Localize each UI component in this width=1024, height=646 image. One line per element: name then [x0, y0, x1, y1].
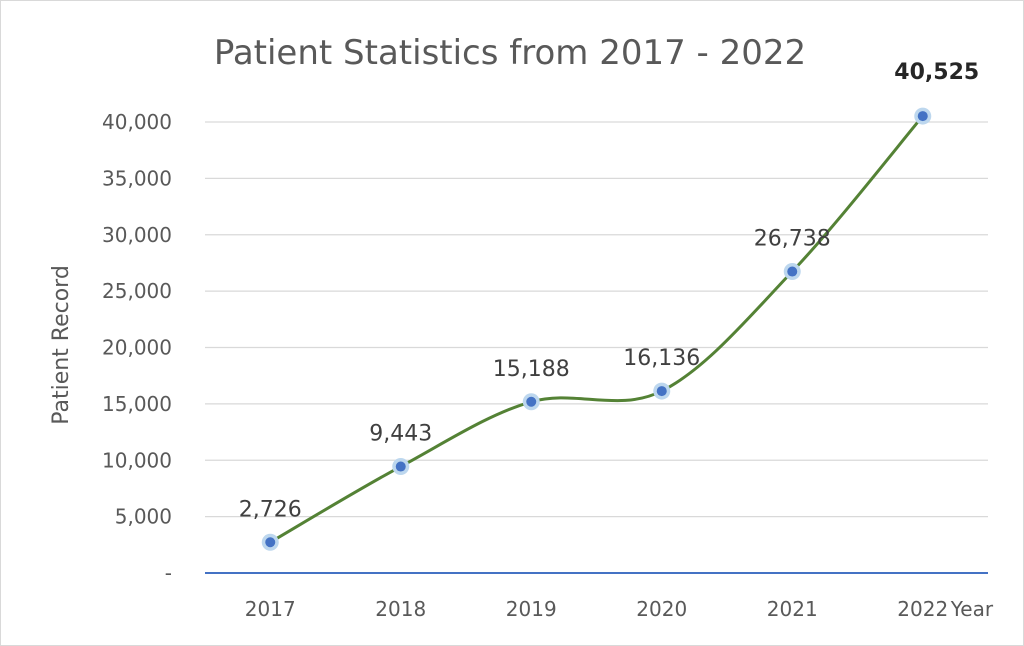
- data-point: [395, 461, 406, 472]
- chart-title: Patient Statistics from 2017 - 2022: [214, 33, 806, 73]
- x-tick-label: 2018: [375, 597, 426, 621]
- y-tick-label: 5,000: [115, 505, 172, 529]
- data-label: 26,738: [754, 227, 831, 252]
- data-point: [656, 386, 667, 397]
- x-tick-label: 2022: [897, 597, 948, 621]
- x-axis-ticks: 2017 2018 2019 2020 2021 2022: [245, 597, 948, 621]
- y-tick-label: 20,000: [102, 336, 172, 360]
- data-point: [526, 396, 537, 407]
- series-line: [269, 115, 924, 544]
- y-tick-label: 25,000: [102, 279, 172, 303]
- data-label: 16,136: [623, 346, 700, 371]
- x-tick-label: 2017: [245, 597, 296, 621]
- y-tick-label: 10,000: [102, 448, 172, 472]
- y-axis-ticks: - 5,000 10,000 15,000 20,000 25,000 30,000 35,0…: [102, 110, 172, 585]
- gridlines: [205, 121, 988, 518]
- y-tick-label: 15,000: [102, 392, 172, 416]
- y-tick-label: -: [165, 561, 172, 585]
- data-points: [261, 107, 932, 551]
- data-label: 40,525: [894, 60, 979, 85]
- x-axis-label: Year: [950, 597, 994, 621]
- data-point: [265, 537, 276, 548]
- data-point: [917, 111, 928, 122]
- y-tick-label: 35,000: [102, 166, 172, 190]
- x-tick-label: 2021: [767, 597, 818, 621]
- data-label: 9,443: [369, 422, 432, 447]
- x-tick-label: 2020: [636, 597, 687, 621]
- data-labels: 2,726 9,443 15,188 16,136 26,738 40,525: [239, 60, 979, 522]
- y-tick-label: 40,000: [102, 110, 172, 134]
- x-tick-label: 2019: [506, 597, 557, 621]
- y-tick-label: 30,000: [102, 223, 172, 247]
- data-label: 2,726: [239, 497, 302, 522]
- y-axis-label: Patient Record: [49, 265, 74, 425]
- data-point: [787, 266, 798, 277]
- data-label: 15,188: [493, 357, 570, 382]
